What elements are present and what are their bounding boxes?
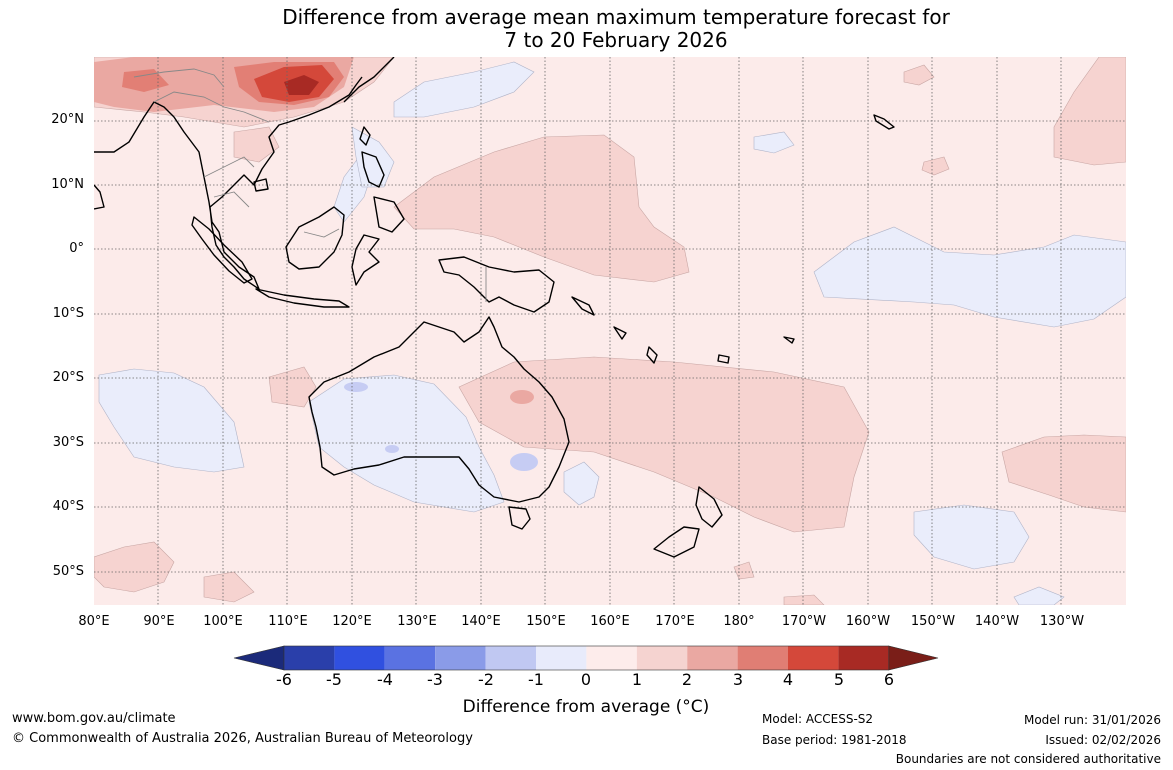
colorbar-segment-m1-0 (536, 646, 587, 670)
colorbar-tick: -1 (528, 670, 544, 689)
colorbar-segment-above-max (888, 645, 939, 671)
lon-label-130e: 130°E (397, 614, 437, 629)
lon-label-150e: 150°E (526, 614, 566, 629)
copyright-text: © Commonwealth of Australia 2026, Austra… (12, 731, 473, 746)
colorbar-tick: -4 (377, 670, 393, 689)
lon-label-80e: 80°E (78, 614, 110, 629)
lon-label-170w: 170°W (781, 614, 827, 629)
lon-label-100e: 100°E (203, 614, 243, 629)
lat-label-0: 0° (69, 241, 84, 256)
colorbar-tick: 1 (631, 670, 643, 689)
lon-label-90e: 90°E (143, 614, 175, 629)
colorbar-segment-0-1 (586, 646, 637, 670)
lon-label-180: 180° (723, 614, 755, 629)
colorbar-tick: 4 (782, 670, 794, 689)
colorbar-segment-below-min (233, 645, 285, 671)
map-title-line2: 7 to 20 February 2026 (504, 28, 728, 52)
colorbar-tick: 5 (833, 670, 845, 689)
website-text: www.bom.gov.au/climate (12, 711, 176, 726)
lon-label-160e: 160°E (590, 614, 630, 629)
colorbar-tick: -6 (276, 670, 292, 689)
lon-label-170e: 170°E (655, 614, 695, 629)
model-run-text: Model run: 31/01/2026 (1023, 713, 1161, 727)
lon-label-150w: 150°W (910, 614, 956, 629)
lat-label-30s: 30°S (52, 435, 84, 450)
lat-label-40s: 40°S (52, 499, 84, 514)
colorbar-tick: 3 (732, 670, 744, 689)
colorbar-tick: 6 (883, 670, 895, 689)
colorbar-segment-4-5 (788, 646, 839, 670)
colorbar (233, 645, 939, 671)
base-period-text: Base period: 1981-2018 (762, 733, 907, 747)
colorbar-tick: 2 (681, 670, 693, 689)
cool-anomaly-areas (98, 61, 1126, 605)
lat-label-10n: 10°N (51, 177, 84, 192)
lon-label-130w: 130°W (1039, 614, 1085, 629)
lon-label-160w: 160°W (845, 614, 891, 629)
forecast-map (94, 57, 1126, 605)
colorbar-tick: -5 (326, 670, 342, 689)
issued-text: Issued: 02/02/2026 (1045, 733, 1161, 747)
colorbar-tick: 0 (580, 670, 592, 689)
lon-label-110e: 110°E (268, 614, 308, 629)
graticule (94, 57, 1126, 605)
colorbar-segment-3-4 (737, 646, 788, 670)
country-boundaries (133, 68, 487, 302)
lon-label-140w: 140°W (974, 614, 1020, 629)
lat-label-10s: 10°S (52, 306, 84, 321)
colorbar-tick: -3 (427, 670, 443, 689)
colorbar-segment-m4-m3 (384, 646, 436, 670)
cool-anomaly-cores (344, 382, 538, 471)
colorbar-segment-2-3 (687, 646, 738, 670)
colorbar-segment-m2-m1 (485, 646, 536, 670)
coastlines (94, 57, 895, 558)
colorbar-segment-m3-m2 (435, 646, 486, 670)
lat-label-20n: 20°N (51, 112, 84, 127)
colorbar-segment-1-2 (636, 646, 688, 670)
lat-label-50s: 50°S (52, 564, 84, 579)
colorbar-segment-5-6 (838, 646, 889, 670)
model-text: Model: ACCESS-S2 (762, 712, 874, 726)
lat-label-20s: 20°S (52, 370, 84, 385)
disclaimer-text: Boundaries are not considered authoritat… (895, 752, 1161, 766)
lon-label-140e: 140°E (461, 614, 501, 629)
lon-label-120e: 120°E (332, 614, 372, 629)
map-title-line1: Difference from average mean maximum tem… (282, 5, 950, 29)
colorbar-segment-m5-m4 (334, 646, 385, 670)
colorbar-title: Difference from average (°C) (462, 697, 710, 717)
colorbar-segment-m6-m5 (284, 646, 335, 670)
colorbar-tick: -2 (478, 670, 494, 689)
warm-anomaly-5-6 (284, 75, 319, 95)
